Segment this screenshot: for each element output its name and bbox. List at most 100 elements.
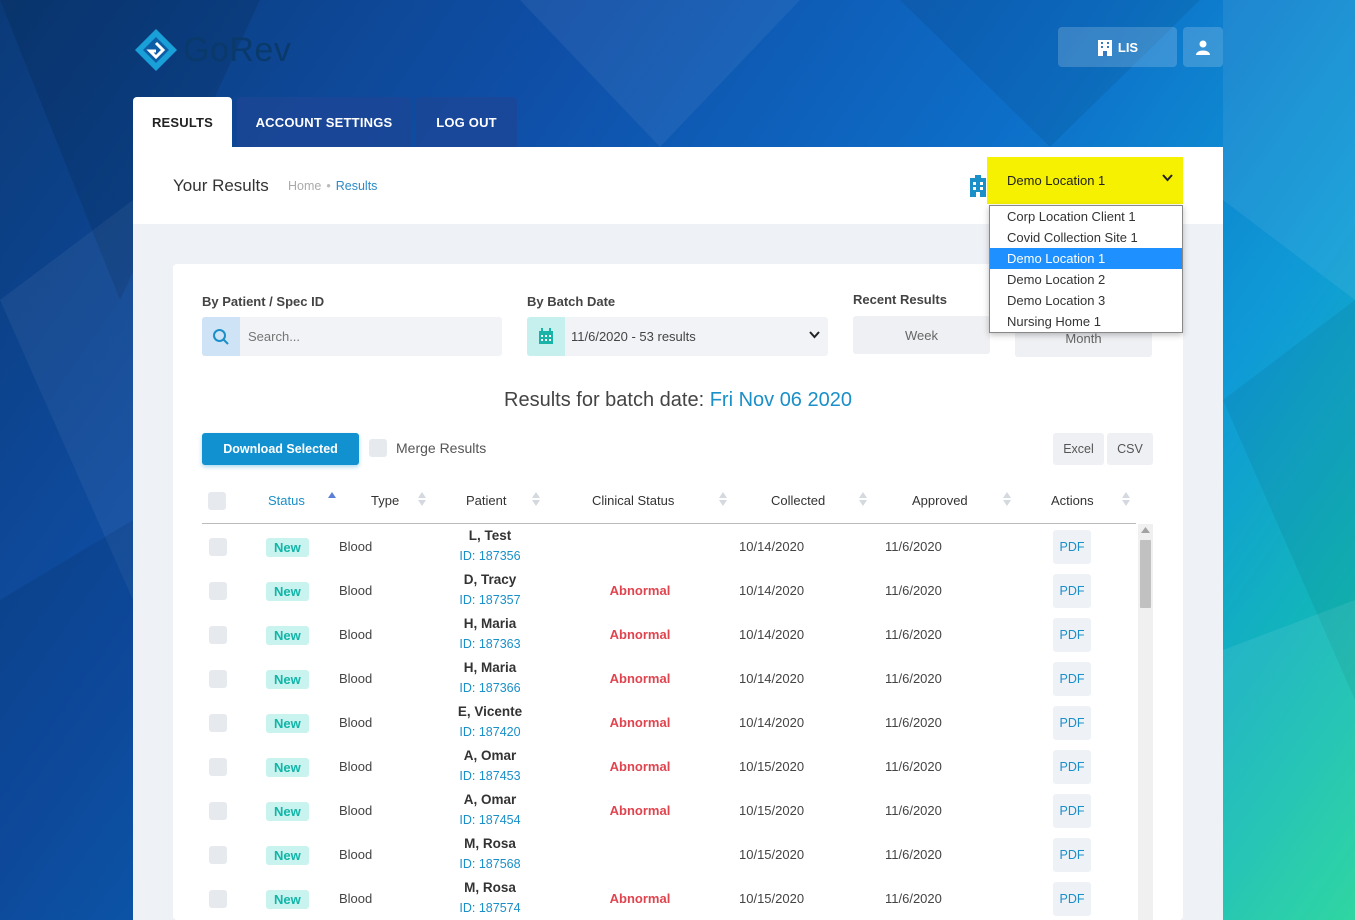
row-checkbox[interactable] — [209, 846, 227, 864]
location-option[interactable]: Demo Location 1 — [990, 248, 1182, 269]
pdf-button[interactable]: PDF — [1053, 838, 1091, 872]
pdf-button[interactable]: PDF — [1053, 882, 1091, 916]
pdf-button[interactable]: PDF — [1053, 750, 1091, 784]
building-icon — [1097, 39, 1112, 56]
batch-date-select[interactable]: 11/6/2020 - 53 results — [527, 317, 828, 356]
col-approved[interactable]: Approved — [912, 493, 968, 508]
scroll-up-icon[interactable] — [1141, 527, 1150, 533]
pdf-button[interactable]: PDF — [1053, 706, 1091, 740]
tab-log-out[interactable]: LOG OUT — [416, 97, 517, 147]
patient-id[interactable]: ID: 187454 — [459, 813, 521, 827]
results-table-body: New Blood L, Test ID: 187356 10/14/2020 … — [202, 525, 1136, 920]
status-badge: New — [266, 582, 309, 601]
pdf-button[interactable]: PDF — [1053, 794, 1091, 828]
approved-date: 11/6/2020 — [885, 803, 942, 818]
col-patient[interactable]: Patient — [466, 493, 507, 508]
batch-results-title: Results for batch date: Fri Nov 06 2020 — [173, 389, 1183, 412]
download-selected-button[interactable]: Download Selected — [202, 433, 359, 465]
patient-name: L, Test — [468, 528, 512, 543]
patient-id[interactable]: ID: 187363 — [459, 637, 521, 651]
app-logo[interactable]: GoRev — [133, 26, 303, 74]
col-clinical-status[interactable]: Clinical Status — [592, 493, 675, 508]
pdf-button[interactable]: PDF — [1053, 574, 1091, 608]
clinical-status: Abnormal — [609, 803, 671, 818]
location-option[interactable]: Demo Location 2 — [1007, 272, 1106, 287]
collected-date: 10/15/2020 — [739, 847, 805, 862]
patient-id[interactable]: ID: 187453 — [459, 769, 521, 783]
breadcrumb-home[interactable]: Home — [288, 179, 322, 193]
status-badge: New — [266, 802, 309, 821]
row-checkbox[interactable] — [209, 890, 227, 908]
results-table-header: Status Type Patient Clinical Status Coll… — [202, 482, 1136, 524]
search-icon — [213, 328, 229, 345]
pdf-button[interactable]: PDF — [1053, 530, 1091, 564]
tab-results-label: RESULTS — [151, 114, 214, 130]
tab-results[interactable]: RESULTS — [133, 97, 232, 147]
user-account-button[interactable] — [1183, 27, 1223, 67]
sort-icon — [719, 492, 727, 506]
col-type[interactable]: Type — [371, 493, 400, 508]
select-all-checkbox[interactable] — [208, 492, 226, 510]
search-field[interactable] — [202, 317, 502, 356]
row-checkbox[interactable] — [209, 714, 227, 732]
approved-date: 11/6/2020 — [885, 715, 942, 730]
merge-results-checkbox[interactable] — [369, 439, 387, 457]
clinical-status: Abnormal — [609, 759, 671, 774]
csv-export-button[interactable]: CSV — [1107, 433, 1153, 465]
user-icon — [1196, 40, 1210, 55]
patient-name: H, Maria — [463, 660, 517, 675]
collected-date: 10/15/2020 — [739, 759, 805, 774]
pdf-button[interactable]: PDF — [1053, 662, 1091, 696]
patient-filter-label: By Patient / Spec ID — [202, 294, 325, 309]
sort-icon — [1122, 492, 1130, 506]
specimen-type: Blood — [339, 759, 373, 774]
status-badge: New — [266, 626, 309, 645]
clinical-status: Abnormal — [609, 583, 671, 598]
week-button[interactable]: Week — [853, 316, 990, 354]
sort-asc-icon — [328, 492, 336, 498]
clinical-status: Abnormal — [609, 671, 671, 686]
excel-export-button[interactable]: Excel — [1053, 433, 1104, 465]
row-checkbox[interactable] — [209, 538, 227, 556]
patient-id[interactable]: ID: 187420 — [459, 725, 521, 739]
row-checkbox[interactable] — [209, 802, 227, 820]
lis-button[interactable]: LIS — [1058, 27, 1177, 67]
collected-date: 10/14/2020 — [739, 671, 805, 686]
pdf-button[interactable]: PDF — [1053, 618, 1091, 652]
row-checkbox[interactable] — [209, 582, 227, 600]
col-actions[interactable]: Actions — [1051, 493, 1094, 508]
patient-id[interactable]: ID: 187356 — [459, 549, 521, 563]
merge-results-label: Merge Results — [396, 440, 487, 456]
patient-id[interactable]: ID: 187357 — [459, 593, 521, 607]
row-checkbox[interactable] — [209, 670, 227, 688]
calendar-icon — [539, 328, 553, 344]
merge-results-toggle[interactable]: Merge Results — [369, 439, 486, 457]
tab-account-settings[interactable]: ACCOUNT SETTINGS — [237, 97, 411, 147]
location-option[interactable]: Corp Location Client 1 — [1007, 209, 1136, 224]
batch-title-date: Fri Nov 06 2020 — [709, 389, 852, 411]
patient-id[interactable]: ID: 187568 — [459, 857, 521, 871]
scrollbar-thumb[interactable] — [1140, 540, 1151, 608]
patient-name: E, Vicente — [457, 704, 523, 719]
patient-id[interactable]: ID: 187366 — [459, 681, 521, 695]
status-badge: New — [266, 846, 309, 865]
location-option[interactable]: Covid Collection Site 1 — [1007, 230, 1138, 245]
approved-date: 11/6/2020 — [885, 891, 942, 906]
location-option[interactable]: Demo Location 3 — [1007, 293, 1106, 308]
collected-date: 10/15/2020 — [739, 803, 805, 818]
tab-account-settings-label: ACCOUNT SETTINGS — [255, 114, 393, 130]
row-checkbox[interactable] — [209, 626, 227, 644]
location-select-value: Demo Location 1 — [1007, 173, 1106, 188]
patient-id[interactable]: ID: 187574 — [459, 901, 521, 915]
search-icon-box[interactable] — [202, 317, 240, 356]
approved-date: 11/6/2020 — [885, 627, 942, 642]
location-select[interactable]: Demo Location 1 — [987, 157, 1183, 204]
main-panel: Your Results Home • Results Demo Location … — [133, 147, 1223, 920]
row-checkbox[interactable] — [209, 758, 227, 776]
table-scrollbar[interactable] — [1138, 524, 1153, 920]
collected-date: 10/14/2020 — [739, 715, 805, 730]
location-option[interactable]: Nursing Home 1 — [1007, 314, 1101, 329]
search-input[interactable] — [240, 329, 490, 344]
col-status[interactable]: Status — [268, 493, 305, 508]
col-collected[interactable]: Collected — [771, 493, 826, 508]
